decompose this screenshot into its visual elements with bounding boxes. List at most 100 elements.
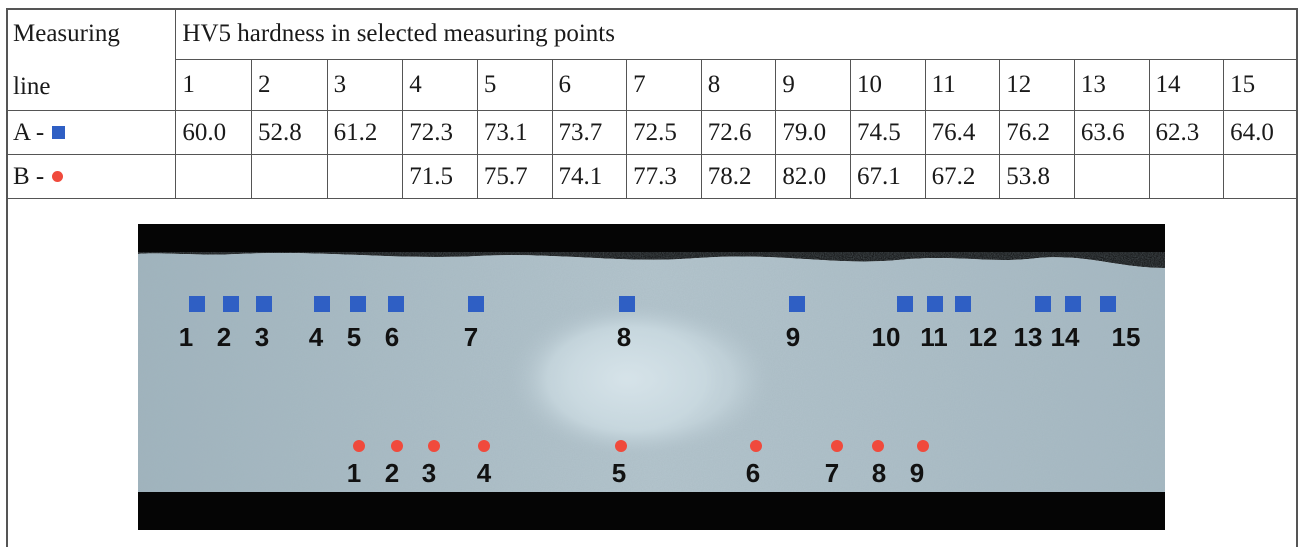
line-a-label-8: 8 (617, 322, 631, 352)
cell-a-5: 73.1 (476, 110, 553, 155)
line-b-point-7 (831, 440, 843, 452)
line-a-label-14: 14 (1051, 322, 1080, 352)
cell-a-4: 72.3 (402, 110, 478, 155)
measuring-line-header: Measuring line (5, 8, 177, 111)
cell-b-4: 71.5 (402, 154, 478, 199)
line-a-point-2 (223, 296, 239, 312)
cell-b-1 (175, 154, 253, 199)
cell-b-11: 67.2 (924, 154, 1001, 199)
cell-b-7: 77.3 (626, 154, 702, 199)
point-header-7: 7 (626, 59, 702, 111)
line-a-label-3: 3 (255, 322, 269, 352)
point-header-9: 9 (775, 59, 852, 111)
line-a-point-8 (619, 296, 635, 312)
row-b-label: B - (13, 162, 45, 190)
line-b-label-1: 1 (347, 458, 361, 488)
point-header-8: 8 (700, 59, 777, 111)
line-b-point-4 (478, 440, 490, 452)
line-a-point-9 (789, 296, 805, 312)
line-a-point-7 (468, 296, 484, 312)
row-b-label-cell: B - (5, 154, 177, 199)
line-b-label-2: 2 (385, 458, 399, 488)
red-dot-icon (52, 171, 64, 182)
cell-b-5: 75.7 (476, 154, 553, 199)
line-a-label-9: 9 (786, 322, 800, 352)
point-header-12: 12 (999, 59, 1075, 111)
hardness-header: HV5 hardness in selected measuring point… (175, 8, 1298, 60)
cell-b-12: 53.8 (999, 154, 1075, 199)
line-a-markers: 1 2 3 4 5 6 7 8 9 10 11 12 13 14 15 (179, 296, 1141, 352)
cell-b-14 (1148, 154, 1225, 199)
cell-a-11: 76.4 (924, 110, 1001, 155)
blue-square-icon (52, 126, 66, 139)
point-header-1: 1 (175, 59, 253, 111)
line-a-label-11: 11 (920, 322, 948, 352)
point-header-11: 11 (924, 59, 1001, 111)
point-header-4: 4 (402, 59, 478, 111)
cell-a-15: 64.0 (1223, 110, 1298, 155)
line-a-point-10 (897, 296, 913, 312)
cell-a-3: 61.2 (326, 110, 404, 155)
line-a-label-4: 4 (309, 322, 324, 352)
line-a-point-3 (256, 296, 272, 312)
line-a-point-5 (350, 296, 366, 312)
line-b-point-1 (353, 440, 365, 452)
measuring-line-header-line2: line (13, 73, 51, 100)
point-header-6: 6 (551, 59, 628, 111)
line-a-point-4 (314, 296, 330, 312)
line-b-label-7: 7 (825, 458, 839, 488)
cell-a-6: 73.7 (551, 110, 628, 155)
line-a-label-5: 5 (347, 322, 361, 352)
line-b-label-5: 5 (612, 458, 626, 488)
line-a-label-13: 13 (1014, 322, 1043, 352)
line-a-label-15: 15 (1112, 322, 1141, 352)
line-a-point-1 (189, 296, 205, 312)
line-a-point-11 (927, 296, 943, 312)
line-b-point-3 (428, 440, 440, 452)
cell-a-9: 79.0 (775, 110, 852, 155)
point-header-14: 14 (1148, 59, 1225, 111)
cell-b-9: 82.0 (775, 154, 852, 199)
cell-b-15 (1223, 154, 1298, 199)
cell-a-1: 60.0 (175, 110, 253, 155)
cell-b-13 (1073, 154, 1150, 199)
cell-a-7: 72.5 (626, 110, 702, 155)
line-a-label-2: 2 (217, 322, 231, 352)
line-b-label-8: 8 (872, 458, 886, 488)
line-a-point-15 (1100, 296, 1116, 312)
line-b-point-5 (615, 440, 627, 452)
line-a-point-12 (955, 296, 971, 312)
cell-a-12: 76.2 (999, 110, 1075, 155)
point-header-15: 15 (1223, 59, 1298, 111)
cell-a-10: 74.5 (850, 110, 926, 155)
line-a-label-1: 1 (179, 322, 193, 352)
line-b-point-6 (750, 440, 762, 452)
point-header-10: 10 (850, 59, 926, 111)
point-header-3: 3 (326, 59, 404, 111)
line-a-label-10: 10 (872, 322, 901, 352)
cell-b-3 (326, 154, 404, 199)
line-a-point-6 (388, 296, 404, 312)
line-a-point-13 (1035, 296, 1051, 312)
cell-a-8: 72.6 (700, 110, 777, 155)
hardness-table: Measuring line HV5 hardness in selected … (5, 8, 1298, 199)
line-b-point-9 (917, 440, 929, 452)
point-header-13: 13 (1073, 59, 1150, 111)
cell-b-2 (251, 154, 328, 199)
table-row-a: A - 60.0 52.8 61.2 72.3 73.1 73.7 72.5 72.6 79.0… (5, 110, 1298, 155)
line-a-label-6: 6 (385, 322, 399, 352)
line-a-label-7: 7 (464, 322, 478, 352)
measuring-line-header-line1: Measuring (13, 20, 120, 47)
points-row: 1 2 3 4 5 6 7 8 9 10 11 12 13 14 15 (7, 59, 1298, 111)
point-header-5: 5 (476, 59, 553, 111)
line-b-label-6: 6 (746, 458, 760, 488)
cell-b-10: 67.1 (850, 154, 926, 199)
cell-a-14: 62.3 (1148, 110, 1225, 155)
cell-a-2: 52.8 (251, 110, 328, 155)
cell-b-6: 74.1 (551, 154, 628, 199)
line-b-point-2 (391, 440, 403, 452)
line-b-label-4: 4 (477, 458, 492, 488)
